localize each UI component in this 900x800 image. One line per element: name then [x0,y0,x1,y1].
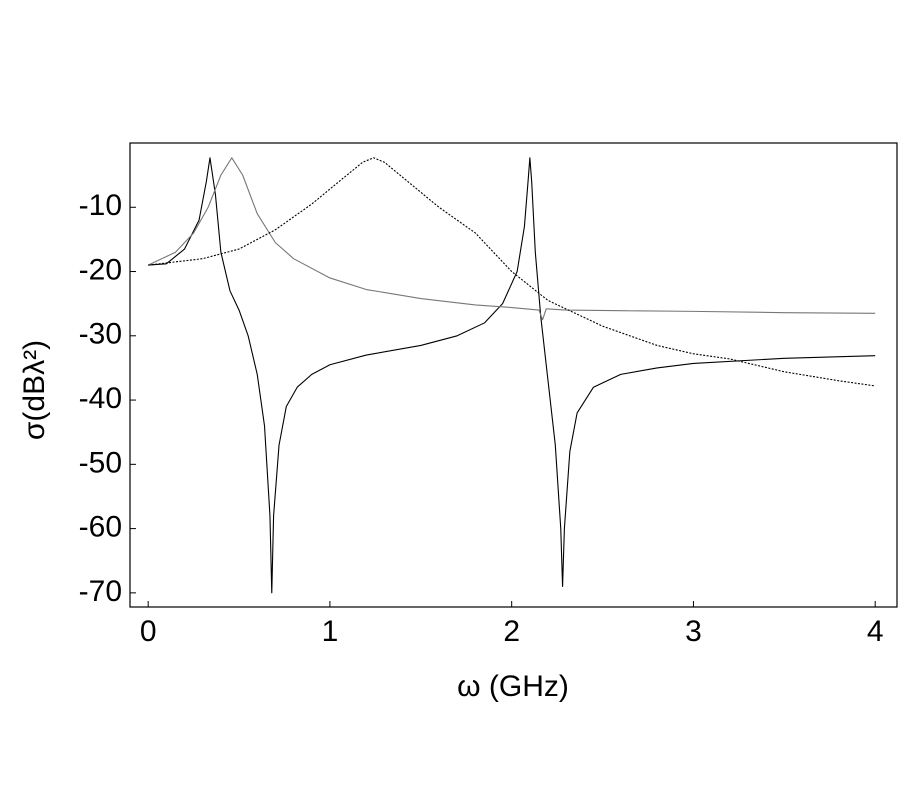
y-tick-label: -40 [79,382,122,415]
y-tick-label: -70 [79,575,122,608]
y-tick-label: -10 [79,189,122,222]
x-tick-label: 2 [503,615,520,648]
x-tick-label: 0 [140,615,157,648]
series-line [147,157,876,321]
x-axis-label: ω (GHz) [457,670,569,703]
y-tick-label: -60 [79,511,122,544]
y-tick-label: -50 [79,446,122,479]
y-tick-label: -20 [79,253,122,286]
x-tick-label: 3 [685,615,702,648]
plot-frame [129,142,898,608]
x-tick-label: 1 [322,615,339,648]
x-tick-label: 4 [867,615,884,648]
y-axis-label: σ(dBλ²) [18,340,51,440]
y-tick-label: -30 [79,318,122,351]
series-line [148,157,876,387]
series-line [148,157,876,594]
